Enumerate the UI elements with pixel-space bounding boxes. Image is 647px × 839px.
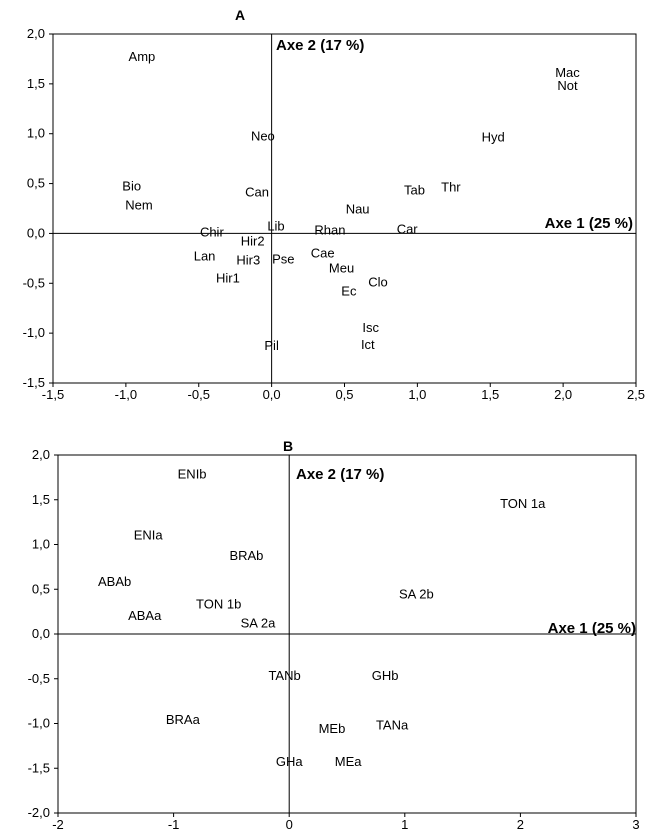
point-label-b-braa: BRAa xyxy=(166,712,201,727)
point-label-a-not: Not xyxy=(557,78,578,93)
y-tick-label: 0,5 xyxy=(32,581,50,596)
y-tick-label: 1,0 xyxy=(32,537,50,552)
panel-letter: B xyxy=(283,438,293,454)
y-tick-label: 2,0 xyxy=(27,26,45,41)
point-label-b-enia: ENIa xyxy=(134,528,164,543)
chart-panel-a: -1,5 -1,0 -0,5 0,0 0,5 1,0 1,5 2,0 -1,5 -1,0 -0,5 0… xyxy=(23,7,645,402)
point-label-b-sa-2a: SA 2a xyxy=(241,615,276,630)
x-tick-label: -1 xyxy=(168,817,180,832)
point-label-b-brab: BRAb xyxy=(229,548,263,563)
y-tick-label: -1,5 xyxy=(23,375,45,390)
x-tick-label: 2 xyxy=(517,817,524,832)
x-tick-label: -2 xyxy=(52,817,64,832)
x-tick-label: 1 xyxy=(401,817,408,832)
y-tick-label: -2,0 xyxy=(28,805,50,820)
y-axis-title: Axe 2 (17 %) xyxy=(296,466,384,483)
y-tick-label: 1,5 xyxy=(32,492,50,507)
point-label-a-can: Can xyxy=(245,185,269,200)
point-label-b-tanb: TANb xyxy=(268,668,300,683)
point-label-a-meu: Meu xyxy=(329,260,354,275)
y-axis-title: Axe 2 (17 %) xyxy=(276,37,364,54)
y-tick-label: 0,5 xyxy=(27,176,45,191)
y-tick-label: -1,0 xyxy=(23,325,45,340)
point-label-a-hir1: Hir1 xyxy=(216,270,240,285)
x-axis-title: Axe 1 (25 %) xyxy=(548,620,636,637)
point-label-a-amp: Amp xyxy=(129,49,156,64)
x-tick-label: 1,5 xyxy=(481,387,499,402)
point-label-a-bio: Bio xyxy=(122,179,141,194)
chart-panel-b: -2,0 -1,5 -1,0 -0,5 0,0 0,5 1,0 1,5 2,0 -2 -1 0 1 2 3 B… xyxy=(28,438,640,832)
y-tick-label: 1,0 xyxy=(27,126,45,141)
panel-letter: A xyxy=(235,7,245,23)
y-tick-label: 1,5 xyxy=(27,76,45,91)
point-label-a-nem: Nem xyxy=(125,198,152,213)
x-tick-label: -0,5 xyxy=(188,387,210,402)
y-tick-label: 0,0 xyxy=(32,626,50,641)
point-label-a-pil: Pil xyxy=(264,338,279,353)
point-label-a-tab: Tab xyxy=(404,183,425,198)
x-tick-label: 0 xyxy=(286,817,293,832)
y-tick-label: 0,0 xyxy=(27,225,45,240)
point-label-b-ghb: GHb xyxy=(372,668,399,683)
point-label-a-car: Car xyxy=(397,221,419,236)
point-label-a-neo: Neo xyxy=(251,129,275,144)
x-tick-label: 0,5 xyxy=(335,387,353,402)
point-label-b-sa-2b: SA 2b xyxy=(399,587,434,602)
y-tick-label: -0,5 xyxy=(28,671,50,686)
x-tick-label: 2,0 xyxy=(554,387,572,402)
point-label-a-nau: Nau xyxy=(346,201,370,216)
point-label-a-thr: Thr xyxy=(441,180,461,195)
point-label-b-mea: MEa xyxy=(335,754,363,769)
y-tick-label: -1,0 xyxy=(28,716,50,731)
point-label-a-rhan: Rhan xyxy=(314,222,345,237)
x-tick-label: -1,5 xyxy=(42,387,64,402)
y-tick-label: -1,5 xyxy=(28,760,50,775)
x-tick-label: 0,0 xyxy=(263,387,281,402)
point-label-a-ict: Ict xyxy=(361,337,375,352)
point-label-a-isc: Isc xyxy=(362,320,379,335)
x-axis-title: Axe 1 (25 %) xyxy=(545,215,633,232)
y-tick-label: -0,5 xyxy=(23,275,45,290)
y-tick-label: 2,0 xyxy=(32,447,50,462)
x-tick-label: 1,0 xyxy=(408,387,426,402)
point-label-a-clo: Clo xyxy=(368,274,388,289)
point-label-a-lib: Lib xyxy=(267,218,284,233)
point-label-b-ton-1b: TON 1b xyxy=(196,596,241,611)
point-label-b-meb: MEb xyxy=(319,721,346,736)
point-label-a-ec: Ec xyxy=(341,283,357,298)
point-label-b-abaa: ABAa xyxy=(128,608,162,623)
point-label-a-hyd: Hyd xyxy=(482,130,505,145)
point-label-a-cae: Cae xyxy=(311,245,335,260)
point-label-b-gha: GHa xyxy=(276,754,304,769)
point-label-b-ton-1a: TON 1a xyxy=(500,496,546,511)
point-label-a-chir: Chir xyxy=(200,224,225,239)
point-label-a-lan: Lan xyxy=(194,248,216,263)
x-tick-label: 3 xyxy=(632,817,639,832)
point-label-a-hir3: Hir3 xyxy=(236,252,260,267)
point-label-a-hir2: Hir2 xyxy=(241,233,265,248)
point-label-b-tana: TANa xyxy=(376,717,409,732)
point-label-a-pse: Pse xyxy=(272,251,294,266)
x-tick-label: -1,0 xyxy=(115,387,137,402)
point-label-a-mac: Mac xyxy=(555,65,580,80)
point-label-b-enib: ENIb xyxy=(178,467,207,482)
point-label-b-abab: ABAb xyxy=(98,574,131,589)
x-tick-label: 2,5 xyxy=(627,387,645,402)
